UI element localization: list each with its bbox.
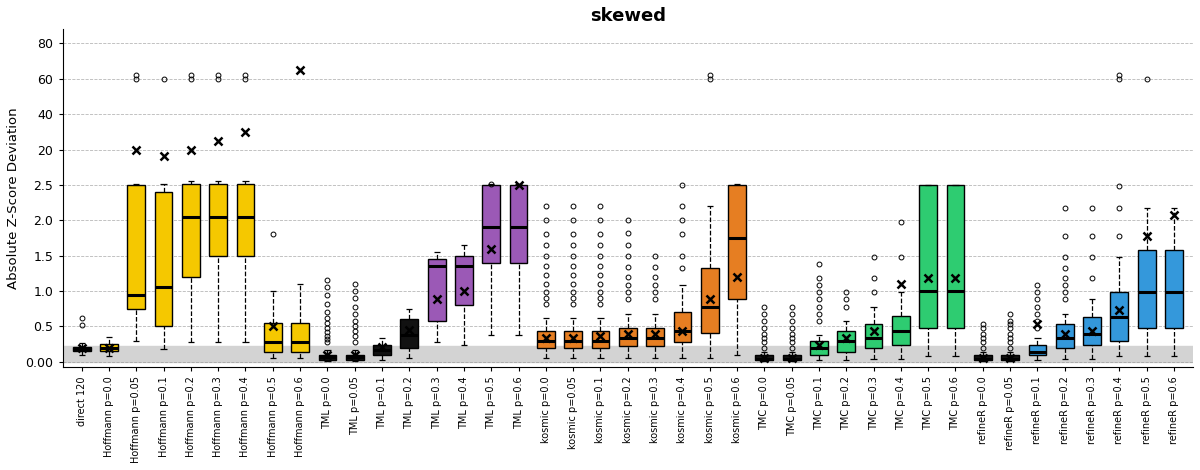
Bar	[838, 330, 856, 352]
Bar	[1110, 292, 1128, 341]
Bar	[427, 259, 445, 321]
Bar	[62, 346, 1193, 362]
Bar	[1056, 323, 1074, 348]
Bar	[482, 185, 500, 263]
Bar	[401, 319, 419, 348]
Bar	[974, 355, 991, 360]
Bar	[346, 355, 364, 360]
Bar	[155, 192, 173, 326]
Bar	[292, 323, 308, 352]
Bar	[1138, 250, 1156, 328]
Bar	[1165, 250, 1183, 328]
Bar	[810, 341, 828, 355]
Bar	[536, 330, 554, 348]
Bar	[1084, 317, 1100, 345]
Bar	[1028, 345, 1046, 355]
Bar	[318, 355, 336, 360]
Bar	[236, 185, 254, 256]
Bar	[182, 185, 199, 277]
Bar	[73, 347, 90, 351]
Y-axis label: Absolute Z-Score Deviation: Absolute Z-Score Deviation	[7, 107, 20, 289]
Bar	[127, 185, 145, 309]
Bar	[510, 185, 528, 263]
Bar	[100, 344, 118, 351]
Bar	[728, 185, 746, 299]
Bar	[756, 355, 773, 360]
Bar	[455, 256, 473, 305]
Bar	[947, 185, 965, 328]
Bar	[209, 185, 227, 256]
Bar	[919, 185, 937, 328]
Bar	[619, 328, 637, 346]
Bar	[1001, 355, 1019, 360]
Bar	[782, 355, 800, 360]
Bar	[373, 345, 391, 355]
Bar	[701, 268, 719, 333]
Bar	[865, 323, 882, 348]
Bar	[564, 330, 582, 348]
Bar	[592, 330, 610, 348]
Bar	[264, 323, 282, 352]
Bar	[673, 312, 691, 342]
Title: skewed: skewed	[589, 7, 666, 25]
Bar	[892, 316, 910, 345]
Bar	[647, 328, 664, 346]
